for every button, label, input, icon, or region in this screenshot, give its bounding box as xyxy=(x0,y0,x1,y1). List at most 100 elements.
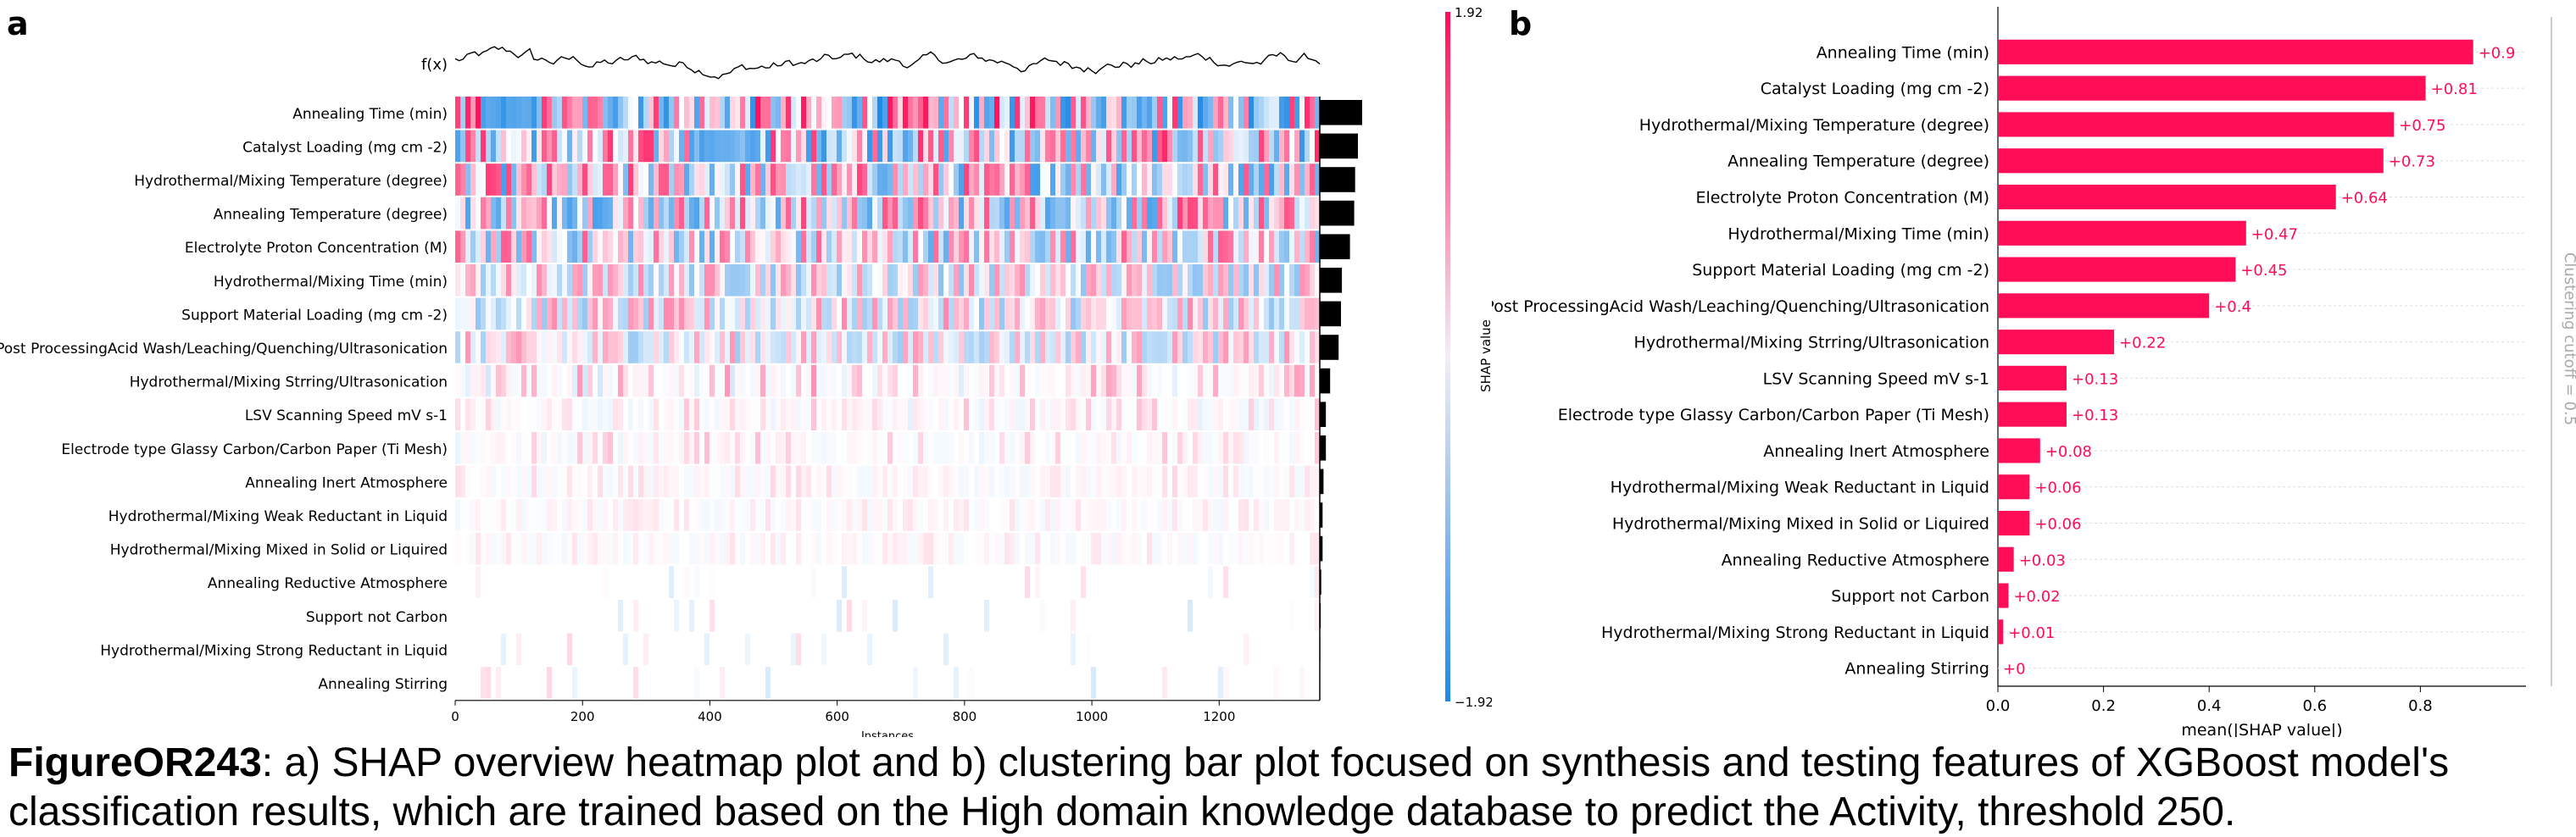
heatmap-cell xyxy=(623,130,629,163)
heatmap-cell xyxy=(603,633,609,666)
heatmap-cell xyxy=(1015,197,1021,230)
heatmap-cell xyxy=(501,499,507,531)
heatmap-cell xyxy=(1284,600,1290,632)
heatmap-cell xyxy=(796,230,802,263)
heatmap-cell xyxy=(481,364,487,397)
heatmap-cell xyxy=(1157,566,1163,598)
heatmap-cell xyxy=(476,164,481,196)
heatmap-cell xyxy=(537,398,542,430)
heatmap-cell xyxy=(1198,600,1204,632)
heatmap-cell xyxy=(1147,532,1153,565)
heatmap-cell xyxy=(633,633,639,666)
heatmap-cell xyxy=(725,398,731,430)
heatmap-cell xyxy=(974,197,980,230)
heatmap-cell xyxy=(557,364,563,397)
heatmap-cell xyxy=(455,432,461,464)
heatmap-cell xyxy=(760,297,766,330)
heatmap-cell xyxy=(928,532,934,565)
heatmap-cell xyxy=(496,566,502,598)
heatmap-cell xyxy=(1050,197,1056,230)
heatmap-cell xyxy=(933,600,939,632)
heatmap-cell xyxy=(1177,97,1183,129)
heatmap-cell xyxy=(704,197,710,230)
heatmap-cell xyxy=(949,297,954,330)
heatmap-cell xyxy=(1233,230,1239,263)
heatmap-cell xyxy=(1274,499,1280,531)
heatmap-cell xyxy=(659,465,665,498)
heatmap-cell xyxy=(715,633,721,666)
heatmap-cell xyxy=(684,432,690,464)
heatmap-cell xyxy=(1218,331,1224,363)
heatmap-cell xyxy=(969,230,975,263)
heatmap-cell xyxy=(999,331,1005,363)
heatmap-cell xyxy=(1137,130,1143,163)
bar xyxy=(1998,474,2030,500)
heatmap-cell xyxy=(1223,331,1229,363)
heatmap-cell xyxy=(1203,97,1209,129)
heatmap-cell xyxy=(1045,331,1051,363)
bar-value-label: +0.22 xyxy=(2119,335,2166,352)
heatmap-cell xyxy=(1132,566,1138,598)
heatmap-cell xyxy=(1060,667,1066,699)
heatmap-cell xyxy=(796,364,802,397)
heatmap-cell xyxy=(470,331,476,363)
heatmap-cell xyxy=(979,264,985,297)
heatmap-cell xyxy=(704,532,710,565)
heatmap-cell xyxy=(1162,230,1168,263)
heatmap-cell xyxy=(654,633,659,666)
heatmap-cell xyxy=(486,600,492,632)
heatmap-cell xyxy=(903,197,909,230)
heatmap-cell xyxy=(1121,164,1127,196)
heatmap-cell xyxy=(638,633,644,666)
heatmap-cell xyxy=(1111,264,1117,297)
heatmap-cell xyxy=(638,499,644,531)
heatmap-cell xyxy=(486,432,492,464)
heatmap-cell xyxy=(755,532,761,565)
heatmap-cell xyxy=(481,97,487,129)
heatmap-cell xyxy=(750,633,756,666)
heatmap-cell xyxy=(771,364,776,397)
bar-category-label: Hydrothermal/Mixing Strring/Ultrasonicat… xyxy=(1634,334,1989,352)
heatmap-cell xyxy=(679,230,685,263)
heatmap-cell xyxy=(704,297,710,330)
heatmap-cell xyxy=(1289,364,1295,397)
heatmap-cell xyxy=(674,230,680,263)
heatmap-cell xyxy=(542,633,548,666)
heatmap-cell xyxy=(1223,398,1229,430)
heatmap-feature-label: LSV Scanning Speed mV s-1 xyxy=(245,407,448,424)
heatmap-cell xyxy=(750,566,756,598)
heatmap-cell xyxy=(811,364,817,397)
heatmap-cell xyxy=(1238,264,1244,297)
heatmap-cell xyxy=(623,398,629,430)
heatmap-cell xyxy=(1294,331,1300,363)
heatmap-cell xyxy=(1228,97,1234,129)
heatmap-cell xyxy=(537,432,542,464)
heatmap-cell xyxy=(740,667,746,699)
heatmap-cell xyxy=(984,465,990,498)
heatmap-cell xyxy=(1065,197,1071,230)
heatmap-cell xyxy=(1030,130,1036,163)
heatmap-cell xyxy=(893,297,899,330)
heatmap-cell xyxy=(1243,97,1249,129)
heatmap-cell xyxy=(684,600,690,632)
heatmap-cell xyxy=(857,633,863,666)
heatmap-cell xyxy=(755,197,761,230)
heatmap-cell xyxy=(1198,164,1204,196)
heatmap-cell xyxy=(796,633,802,666)
heatmap-cell xyxy=(994,398,1000,430)
heatmap-cell xyxy=(1254,566,1260,598)
heatmap-cell xyxy=(1182,499,1188,531)
heatmap-cell xyxy=(928,97,934,129)
heatmap-cell xyxy=(1299,633,1305,666)
heatmap-cell xyxy=(847,499,853,531)
heatmap-cell xyxy=(872,130,878,163)
heatmap-cell xyxy=(1299,130,1305,163)
heatmap-cell xyxy=(1025,432,1031,464)
heatmap-cell xyxy=(567,164,573,196)
heatmap-cell xyxy=(669,264,675,297)
heatmap-cell xyxy=(979,364,985,397)
heatmap-cell xyxy=(694,164,700,196)
heatmap-cell xyxy=(1055,297,1061,330)
heatmap-cell xyxy=(638,667,644,699)
heatmap-cell xyxy=(1142,364,1148,397)
